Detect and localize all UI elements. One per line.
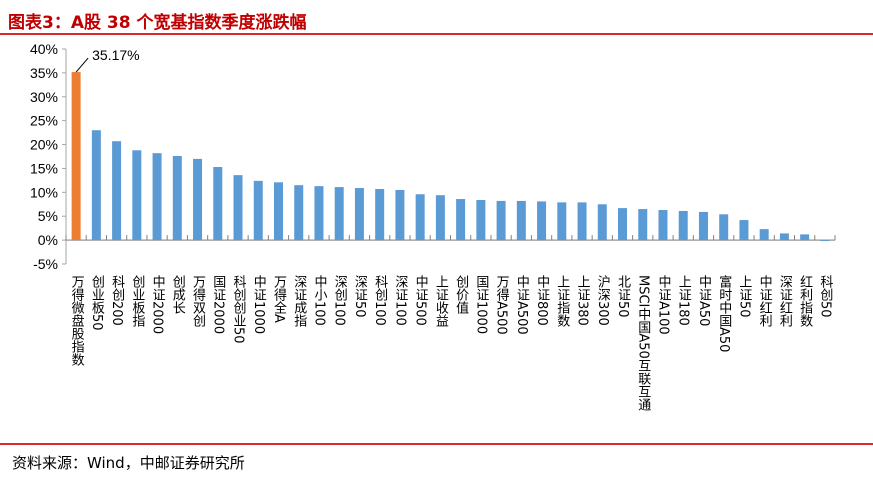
- bar: [638, 209, 648, 241]
- x-tick-label: 深证红利: [777, 275, 793, 327]
- bar: [496, 200, 506, 241]
- bar: [334, 187, 344, 241]
- x-tick-label: 创价值: [453, 275, 469, 315]
- x-tick-label: 科创100: [372, 275, 388, 326]
- x-tick-label: 万得全A: [271, 275, 287, 323]
- bar: [294, 185, 304, 241]
- y-tick-label: -5%: [33, 256, 58, 272]
- x-tick-label: 深证100: [392, 275, 408, 326]
- x-tick-label: 深创100: [332, 275, 348, 326]
- x-tick-label: 国证1000: [473, 275, 489, 334]
- x-tick-label: 万得双创: [190, 275, 206, 327]
- x-tick-label: 富时中国A50: [716, 274, 731, 352]
- bar: [618, 208, 628, 241]
- x-tick-label: 国证2000: [210, 275, 226, 334]
- x-tick-label: 创业板50: [89, 275, 105, 331]
- x-tick-label: 中证A100: [655, 275, 671, 335]
- x-tick-label: 创成长: [170, 275, 186, 314]
- x-tick-label: 中证红利: [757, 275, 773, 327]
- bar: [375, 188, 385, 241]
- bar: [415, 194, 425, 241]
- bar: [395, 189, 405, 241]
- x-tick-label: MSCI中国A50互联互通: [635, 275, 651, 411]
- y-tick-label: 40%: [30, 41, 58, 57]
- bar: [739, 220, 749, 241]
- y-tick-label: 35%: [30, 65, 58, 81]
- annotation-leader: [75, 57, 89, 73]
- x-tick-label: 科创200: [109, 275, 125, 326]
- bar: [354, 188, 364, 241]
- bar: [577, 202, 587, 241]
- y-tick-label: 15%: [30, 160, 58, 176]
- bar: [435, 195, 445, 241]
- x-tick-label: 万得微盘股指数: [69, 275, 85, 366]
- y-tick-label: 20%: [30, 137, 58, 153]
- x-tick-label: 沪深300: [595, 274, 611, 325]
- footer-divider: [0, 443, 873, 445]
- bar: [273, 182, 283, 241]
- x-tick-label: 深证50: [352, 275, 368, 318]
- bar: [253, 180, 263, 241]
- bar: [172, 156, 182, 241]
- x-tick-label: 上证指数: [554, 275, 570, 327]
- bar: [314, 186, 324, 241]
- y-tick-label: 30%: [30, 89, 58, 105]
- bar: [213, 167, 223, 241]
- x-tick-label: 上证180: [676, 275, 692, 326]
- x-tick-label: 深证成指: [291, 275, 307, 327]
- bar: [658, 210, 668, 241]
- bar: [152, 153, 162, 241]
- y-tick-label: 25%: [30, 113, 58, 129]
- bar: [132, 150, 142, 241]
- title-divider: [0, 33, 873, 35]
- bar: [233, 175, 243, 241]
- bar: [557, 202, 567, 241]
- bar: [800, 234, 810, 241]
- x-tick-label: 中证1000: [251, 275, 267, 334]
- x-tick-label: 创业板指: [129, 275, 145, 327]
- x-tick-label: 中证A500: [514, 275, 530, 335]
- data-label: 35.17%: [92, 47, 139, 63]
- x-tick-label: 科创50: [817, 275, 833, 318]
- bar: [537, 201, 547, 241]
- y-tick-label: 0%: [38, 232, 58, 248]
- bar: [71, 72, 81, 241]
- x-tick-label: 红利指数: [797, 274, 813, 327]
- bar: [476, 199, 486, 241]
- bar: [678, 210, 688, 241]
- source-note: 资料来源：Wind，中邮证券研究所: [12, 454, 245, 472]
- bar: [820, 240, 830, 242]
- y-tick-label: 10%: [30, 184, 58, 200]
- x-tick-label: 中证A50: [696, 275, 712, 326]
- x-tick-label: 科创创业50: [231, 275, 247, 344]
- bar: [779, 233, 789, 241]
- bar: [193, 158, 203, 241]
- bar: [516, 200, 526, 241]
- x-tick-label: 中小100: [311, 275, 327, 326]
- bar: [719, 214, 729, 241]
- bar: [456, 199, 466, 241]
- bar: [759, 229, 769, 241]
- x-tick-label: 北证50: [615, 275, 631, 318]
- x-tick-label: 上证收益: [433, 275, 449, 327]
- bar: [112, 141, 122, 241]
- x-tick-label: 中证2000: [150, 275, 166, 334]
- x-tick-label: 万得A500: [494, 275, 510, 335]
- bar: [597, 204, 607, 241]
- figure-title: 图表3：A股 38 个宽基指数季度涨跌幅: [8, 13, 307, 33]
- x-tick-label: 中证800: [534, 275, 550, 326]
- bar: [698, 211, 708, 241]
- bar: [91, 130, 101, 241]
- x-tick-label: 中证500: [413, 275, 429, 326]
- x-tick-label: 上证50: [736, 275, 752, 318]
- y-tick-label: 5%: [38, 208, 58, 224]
- x-tick-label: 上证380: [575, 275, 591, 326]
